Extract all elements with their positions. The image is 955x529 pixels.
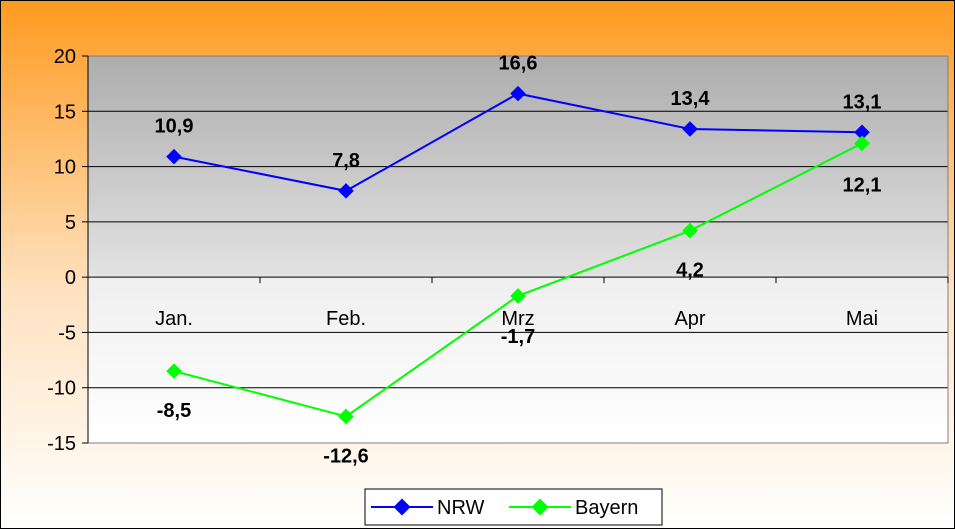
data-point-nrw bbox=[338, 183, 354, 199]
data-labels: 10,9 7,8 16,6 13,4 13,1 -8,5 -12,6 -1,7 4,2 12,1 bbox=[155, 53, 882, 468]
data-label-nrw: 10,9 bbox=[155, 116, 194, 138]
legend-label-bayern: Bayern bbox=[575, 497, 638, 519]
legend-marker-bayern bbox=[531, 498, 549, 516]
data-label-bayern: 12,1 bbox=[843, 174, 882, 196]
data-label-nrw: 13,1 bbox=[843, 91, 882, 113]
x-tick-label: Feb. bbox=[326, 308, 366, 330]
y-tick-label: 0 bbox=[65, 267, 76, 289]
data-label-bayern: -1,7 bbox=[501, 326, 535, 348]
x-tick-labels: Jan. Feb. Mrz Apr Mai bbox=[155, 308, 878, 330]
data-label-bayern: -12,6 bbox=[323, 445, 369, 467]
y-tick-label: -15 bbox=[47, 433, 76, 455]
y-tick-label: -10 bbox=[47, 378, 76, 400]
data-point-bayern bbox=[682, 222, 698, 239]
data-point-nrw bbox=[166, 148, 182, 165]
x-tick-label: Mai bbox=[846, 308, 878, 330]
y-tick-label: 10 bbox=[54, 157, 76, 179]
x-tick-label: Mrz bbox=[501, 308, 534, 330]
data-label-bayern: 4,2 bbox=[676, 260, 704, 282]
legend-marker-nrw bbox=[393, 498, 411, 516]
data-point-bayern bbox=[166, 363, 182, 379]
y-tick-label: 15 bbox=[54, 101, 76, 123]
plot-area-negative bbox=[88, 277, 948, 443]
data-label-bayern: -8,5 bbox=[157, 400, 191, 422]
y-tick-label: -5 bbox=[58, 322, 76, 344]
y-tick-labels: 20 15 10 5 0 -5 -10 -15 bbox=[47, 46, 76, 455]
x-tick-label: Jan. bbox=[155, 308, 193, 330]
data-point-bayern bbox=[854, 135, 870, 152]
x-tick-label: Apr bbox=[674, 308, 705, 330]
data-label-nrw: 16,6 bbox=[499, 53, 538, 75]
axes bbox=[82, 55, 949, 444]
y-tick-label: 5 bbox=[65, 212, 76, 234]
y-tick-label: 20 bbox=[54, 46, 76, 68]
data-label-nrw: 13,4 bbox=[671, 88, 711, 110]
legend-label-nrw: NRW bbox=[437, 497, 485, 519]
data-label-nrw: 7,8 bbox=[332, 150, 360, 172]
legend: NRW Bayern bbox=[364, 488, 663, 526]
